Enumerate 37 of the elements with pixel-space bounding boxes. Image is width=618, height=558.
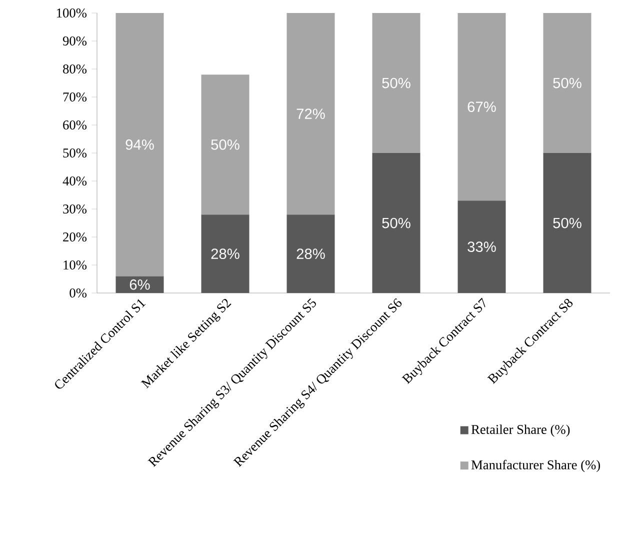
bar — [372, 153, 420, 294]
bar — [116, 276, 164, 294]
y-tick-label: 40% — [62, 176, 87, 186]
y-tick-label: 50% — [63, 148, 87, 158]
y-tick-label: 90% — [62, 36, 87, 46]
data-label: 28% — [211, 248, 240, 259]
bar — [286, 214, 335, 294]
data-label: 72% — [296, 108, 325, 119]
data-label: 33% — [468, 242, 496, 252]
bar — [286, 13, 335, 215]
data-label: 94% — [126, 139, 154, 150]
y-tick-label: 30% — [63, 204, 87, 214]
bar — [372, 13, 420, 154]
data-label: 28% — [296, 248, 325, 259]
data-label: 50% — [553, 218, 582, 228]
y-tick-label: 100% — [57, 8, 87, 18]
bar — [458, 13, 506, 201]
data-label: 50% — [382, 218, 410, 228]
bar — [201, 214, 250, 294]
bar — [458, 200, 506, 294]
legend-label: Retailer Share (%) — [471, 424, 570, 437]
bar — [543, 153, 592, 294]
y-tick-label: 70% — [63, 92, 87, 102]
bar — [116, 13, 164, 276]
y-tick-label: 80% — [63, 64, 87, 74]
data-label: 50% — [553, 78, 582, 88]
data-label: 67% — [468, 102, 496, 112]
bar — [543, 13, 592, 154]
y-tick-label: 10% — [64, 260, 87, 270]
y-tick-label: 60% — [63, 120, 87, 130]
data-label: 50% — [211, 139, 240, 150]
y-tick-label: 0% — [70, 288, 87, 298]
bar — [201, 74, 250, 215]
legend-label: Manufacturer Share (%) — [471, 460, 600, 472]
y-tick-label: 20% — [63, 232, 87, 242]
data-label: 6% — [130, 279, 150, 290]
data-label: 50% — [382, 78, 410, 88]
